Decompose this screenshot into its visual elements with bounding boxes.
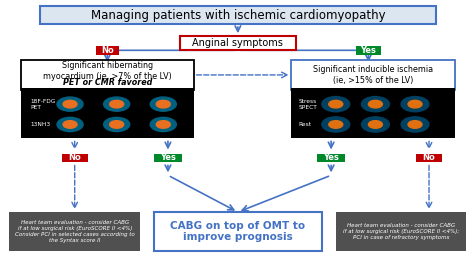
Text: Anginal symptoms: Anginal symptoms: [192, 38, 283, 48]
Circle shape: [63, 121, 77, 128]
Circle shape: [401, 97, 429, 112]
Text: Rest: Rest: [299, 122, 311, 127]
FancyBboxPatch shape: [336, 212, 466, 251]
FancyBboxPatch shape: [416, 153, 442, 163]
Text: CABG on top of OMT to
improve prognosis: CABG on top of OMT to improve prognosis: [170, 221, 305, 243]
Text: PET or CMR favored: PET or CMR favored: [63, 78, 152, 87]
Text: 13NH3: 13NH3: [30, 122, 51, 127]
Text: No: No: [423, 153, 436, 163]
Circle shape: [329, 121, 343, 128]
Text: Stress
SPECT: Stress SPECT: [299, 99, 317, 109]
FancyBboxPatch shape: [180, 36, 296, 50]
FancyBboxPatch shape: [356, 46, 381, 55]
Text: 18F-FDG
PET: 18F-FDG PET: [30, 99, 56, 109]
Circle shape: [109, 100, 124, 108]
Circle shape: [156, 100, 170, 108]
Text: Yes: Yes: [160, 153, 176, 163]
Circle shape: [361, 117, 390, 132]
Circle shape: [63, 100, 77, 108]
Text: No: No: [68, 153, 81, 163]
Circle shape: [156, 121, 170, 128]
FancyBboxPatch shape: [154, 212, 322, 251]
FancyBboxPatch shape: [21, 88, 193, 138]
Circle shape: [57, 117, 83, 132]
FancyBboxPatch shape: [96, 46, 119, 55]
Circle shape: [408, 100, 422, 108]
Text: Yes: Yes: [360, 46, 376, 55]
Circle shape: [104, 97, 130, 111]
Circle shape: [57, 97, 83, 111]
Text: Heart team evaluation - consider CABG
if at low surgical risk (EuroSCORE II <4%): Heart team evaluation - consider CABG if…: [343, 223, 459, 240]
Circle shape: [368, 100, 383, 108]
Text: Significant inducible ischemia
(ie, >15% of the LV): Significant inducible ischemia (ie, >15%…: [313, 65, 433, 85]
Circle shape: [322, 117, 350, 132]
FancyBboxPatch shape: [154, 153, 182, 163]
FancyBboxPatch shape: [317, 153, 345, 163]
Circle shape: [401, 117, 429, 132]
Circle shape: [361, 97, 390, 112]
FancyBboxPatch shape: [62, 153, 88, 163]
Circle shape: [150, 97, 176, 111]
Circle shape: [104, 117, 130, 132]
Text: Heart team evaluation - consider CABG
if at low surgical risk (EuroSCORE II <4%): Heart team evaluation - consider CABG if…: [15, 220, 135, 243]
Circle shape: [408, 121, 422, 128]
FancyBboxPatch shape: [21, 60, 193, 90]
FancyBboxPatch shape: [40, 6, 436, 24]
FancyBboxPatch shape: [292, 60, 455, 90]
FancyBboxPatch shape: [9, 212, 140, 251]
Circle shape: [109, 121, 124, 128]
Text: Managing patients with ischemic cardiomyopathy: Managing patients with ischemic cardiomy…: [91, 9, 385, 22]
Text: No: No: [101, 46, 114, 55]
Circle shape: [329, 100, 343, 108]
Text: Significant hibernating
myocardium (ie, >7% of the LV): Significant hibernating myocardium (ie, …: [43, 61, 172, 81]
Circle shape: [368, 121, 383, 128]
Text: Yes: Yes: [323, 153, 339, 163]
Circle shape: [150, 117, 176, 132]
Circle shape: [322, 97, 350, 112]
FancyBboxPatch shape: [292, 88, 455, 138]
